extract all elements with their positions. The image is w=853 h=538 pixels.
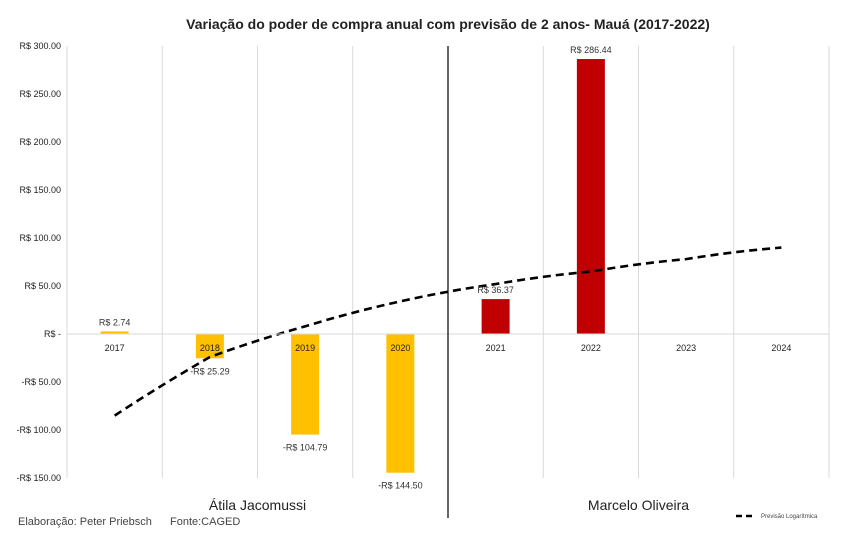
x-tick-label: 2021 [486, 343, 506, 353]
data-label-2019: -R$ 104.79 [283, 443, 328, 453]
y-tick-label: R$ 200.00 [19, 137, 61, 147]
x-tick-label: 2018 [200, 343, 220, 353]
y-tick-label: R$ 50.00 [24, 281, 61, 291]
legend-label: Previsão Logarítmica [761, 514, 818, 520]
data-label-2021: R$ 36.37 [477, 285, 514, 295]
x-tick-label: 2023 [676, 343, 696, 353]
x-tick-label: 2020 [390, 343, 410, 353]
y-tick-label: -R$ 100.00 [16, 425, 61, 435]
data-label-2022: R$ 286.44 [570, 45, 612, 55]
y-tick-label: -R$ 150.00 [16, 473, 61, 483]
trendline-layer [113, 246, 782, 417]
data-label-2020: -R$ 144.50 [378, 481, 423, 491]
y-tick-label: R$ 250.00 [19, 89, 61, 99]
group-label-1: Marcelo Oliveira [588, 497, 689, 513]
footer-credit: Elaboração: Peter Priebsch [18, 516, 152, 528]
bar-2022 [576, 59, 605, 334]
y-tick-label: R$ 300.00 [19, 41, 61, 51]
y-tick-label: -R$ 50.00 [21, 377, 61, 387]
trendline [113, 246, 782, 417]
axes: R$ 300.00 R$ 250.00 R$ 200.00 R$ 150.00 R$ 1… [16, 41, 829, 483]
bar-2017 [100, 331, 129, 334]
bar-2019 [291, 334, 320, 435]
y-tick-label: R$ 100.00 [19, 233, 61, 243]
chart-title: Variação do poder de compra anual com pr… [186, 16, 710, 32]
footer-source: Fonte:CAGED [170, 516, 240, 528]
bars [100, 59, 605, 473]
group-labels: Átila Jacomussi Marcelo Oliveira [209, 46, 689, 518]
x-tick-label: 2024 [771, 343, 791, 353]
y-tick-label: R$ 150.00 [19, 185, 61, 195]
x-tick-label: 2017 [105, 343, 125, 353]
x-tick-label: 2019 [295, 343, 315, 353]
data-label-2017: R$ 2.74 [99, 317, 131, 327]
bar-2021 [481, 299, 510, 334]
data-labels: R$ 2.74 -R$ 25.29 -R$ 104.79 -R$ 144.50 R$ 3… [99, 45, 612, 491]
y-tick-label: R$ - [44, 329, 61, 339]
data-label-2018: -R$ 25.29 [190, 366, 230, 376]
x-tick-label: 2022 [581, 343, 601, 353]
legend: Previsão Logarítmica [736, 514, 818, 520]
bar-2020 [386, 334, 415, 473]
group-label-0: Átila Jacomussi [209, 497, 306, 513]
